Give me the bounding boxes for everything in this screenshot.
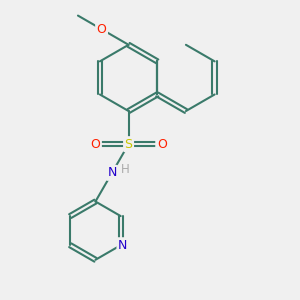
Text: O: O (97, 23, 106, 36)
Text: O: O (157, 138, 166, 151)
Text: N: N (107, 166, 117, 179)
Text: S: S (124, 138, 133, 151)
Text: O: O (91, 138, 100, 151)
Text: N: N (118, 239, 127, 252)
Text: H: H (121, 163, 130, 176)
